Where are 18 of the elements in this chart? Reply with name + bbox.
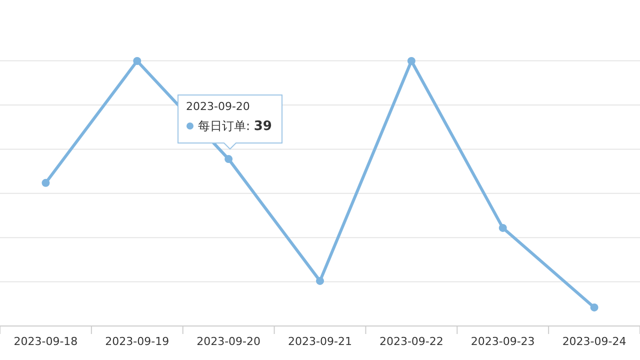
point — [42, 178, 50, 187]
annotation: 39 — [254, 119, 272, 134]
point — [407, 57, 416, 65]
annotation: 2023-09-20 — [186, 100, 250, 113]
point — [590, 303, 598, 312]
x-tick-label: 2023-09-24 — [562, 335, 626, 348]
x-tick-label: 2023-09-18 — [14, 335, 78, 348]
x-tick-label: 2023-09-20 — [196, 335, 261, 348]
x-tick-label: 2023-09-21 — [288, 335, 352, 348]
x-tick-label: 2023-09-22 — [379, 335, 444, 348]
legend-label: 每日订单 — [198, 119, 246, 133]
point — [498, 224, 507, 232]
point — [224, 155, 233, 164]
point — [133, 57, 142, 65]
x-tick-label: 2023-09-23 — [470, 335, 535, 348]
point — [316, 276, 324, 285]
x-tick-label: 2023-09-19 — [105, 335, 170, 348]
annotation: : — [246, 119, 250, 133]
